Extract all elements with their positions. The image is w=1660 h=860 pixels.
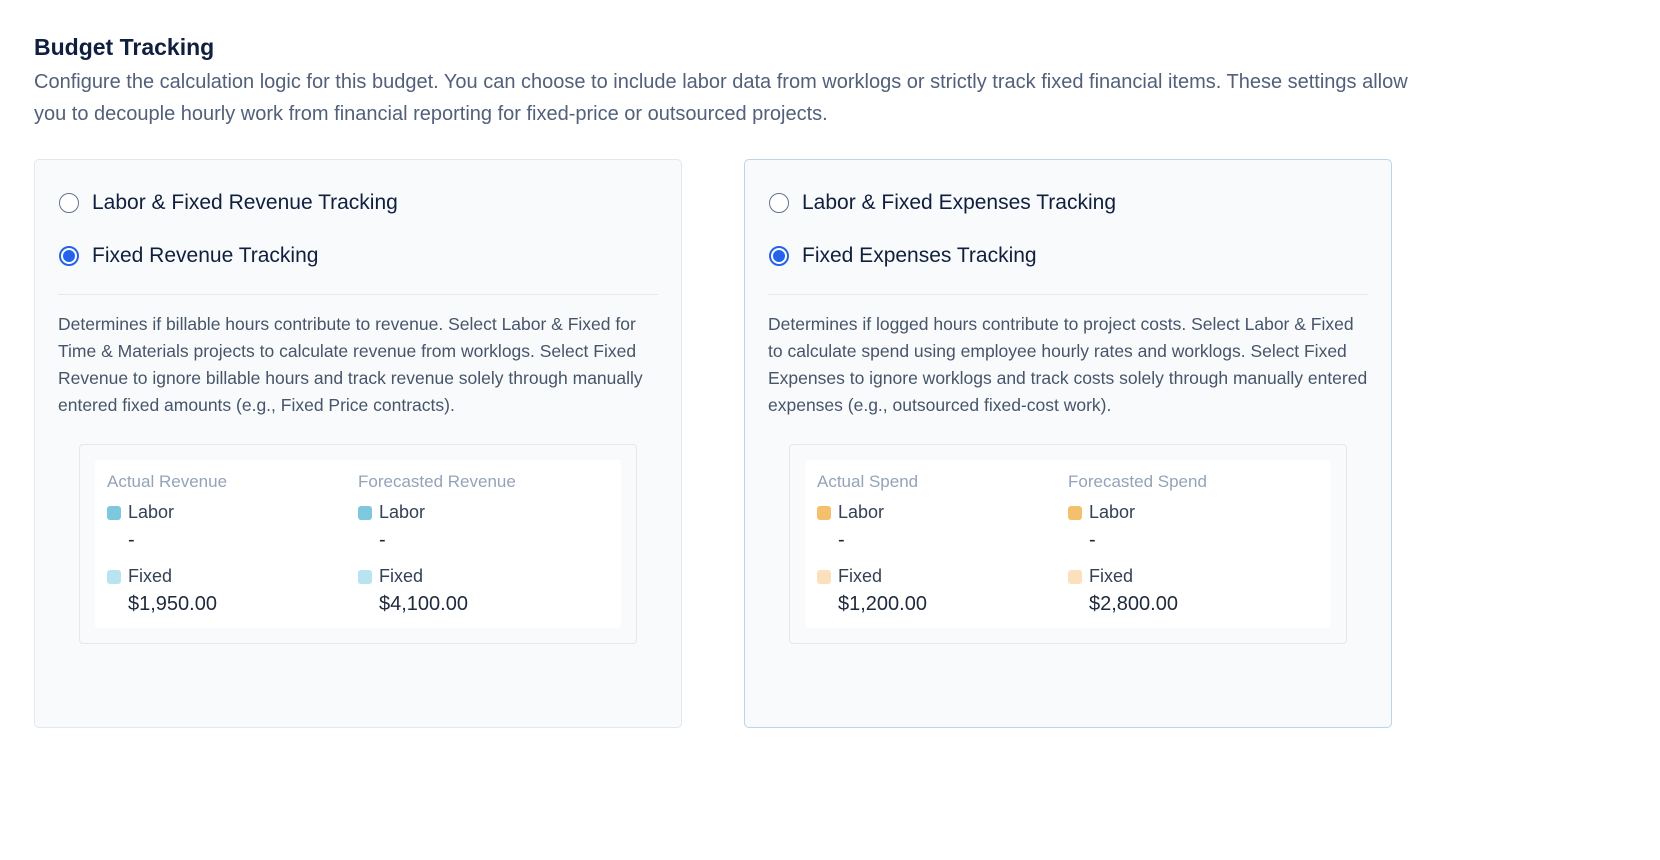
option-label: Labor & Fixed Revenue Tracking [92, 191, 398, 214]
option-label: Labor & Fixed Expenses Tracking [802, 191, 1116, 214]
color-swatch [358, 569, 372, 584]
legend-item: Labor [107, 502, 358, 523]
color-swatch [1068, 569, 1082, 584]
color-swatch [1068, 505, 1082, 520]
legend-item: Fixed [1068, 566, 1319, 587]
legend-item: Fixed [817, 566, 1068, 587]
item-value: - [379, 529, 386, 551]
item-label: Labor [379, 502, 426, 522]
item-label: Fixed [1089, 566, 1134, 586]
item-value: $4,100.00 [379, 593, 468, 615]
option-group: Labor & Fixed Revenue Tracking Fixed Reve… [35, 160, 681, 271]
radio-option[interactable]: Labor & Fixed Expenses Tracking [769, 188, 1391, 218]
preview-box: Actual Revenue Labor - Fixed $1,950.00 Foreca… [79, 444, 637, 644]
option-label: Fixed Expenses Tracking [802, 244, 1037, 267]
section-description: Configure the calculation logic for this… [34, 71, 1408, 125]
preview-column: Forecasted Revenue Labor - Fixed $4,100.00 [358, 472, 609, 616]
preview-card: Actual Spend Labor - Fixed $1,200.00 Forecast… [805, 460, 1331, 628]
section-title: Budget Tracking [34, 34, 215, 60]
item-value: $1,950.00 [128, 593, 217, 615]
column-heading: Forecasted Revenue [358, 472, 516, 491]
preview-box: Actual Spend Labor - Fixed $1,200.00 Forecast… [789, 444, 1347, 644]
item-label: Labor [838, 502, 885, 522]
radio-option[interactable]: Fixed Revenue Tracking [59, 241, 681, 271]
color-swatch [107, 569, 121, 584]
column-heading: Actual Spend [817, 472, 919, 491]
preview-column: Actual Spend Labor - Fixed $1,200.00 [817, 472, 1068, 616]
legend-item: Fixed [107, 566, 358, 587]
item-value: $1,200.00 [838, 593, 927, 615]
color-swatch [107, 505, 121, 520]
item-label: Labor [1089, 502, 1136, 522]
panel-description: Determines if billable hours contribute … [58, 314, 643, 415]
item-label: Fixed [128, 566, 173, 586]
item-label: Labor [128, 502, 175, 522]
legend-item: Fixed [358, 566, 609, 587]
preview-column: Actual Revenue Labor - Fixed $1,950.00 [107, 472, 358, 616]
radio-button[interactable] [59, 193, 79, 213]
color-swatch [358, 505, 372, 520]
item-value: - [1089, 529, 1096, 551]
item-label: Fixed [379, 566, 424, 586]
radio-button[interactable] [769, 193, 789, 213]
radio-button[interactable] [59, 246, 79, 266]
legend-item: Labor [1068, 502, 1319, 523]
option-label: Fixed Revenue Tracking [92, 244, 319, 267]
panel-description: Determines if logged hours contribute to… [768, 314, 1368, 415]
preview-card: Actual Revenue Labor - Fixed $1,950.00 Foreca… [95, 460, 621, 628]
color-swatch [817, 569, 831, 584]
item-value: $2,800.00 [1089, 593, 1178, 615]
color-swatch [817, 505, 831, 520]
divider [58, 294, 658, 295]
item-label: Fixed [838, 566, 883, 586]
column-heading: Forecasted Spend [1068, 472, 1207, 491]
radio-dot [63, 250, 75, 262]
radio-option[interactable]: Labor & Fixed Revenue Tracking [59, 188, 681, 218]
item-value: - [838, 529, 845, 551]
radio-button[interactable] [769, 246, 789, 266]
legend-item: Labor [358, 502, 609, 523]
legend-item: Labor [817, 502, 1068, 523]
column-heading: Actual Revenue [107, 472, 228, 491]
tracking-panel: Labor & Fixed Expenses Tracking Fixed Exp… [744, 159, 1392, 728]
preview-column: Forecasted Spend Labor - Fixed $2,800.00 [1068, 472, 1319, 616]
option-group: Labor & Fixed Expenses Tracking Fixed Exp… [745, 160, 1391, 271]
tracking-panel: Labor & Fixed Revenue Tracking Fixed Reve… [34, 159, 682, 728]
radio-option[interactable]: Fixed Expenses Tracking [769, 241, 1391, 271]
divider [768, 294, 1368, 295]
radio-dot [773, 250, 785, 262]
item-value: - [128, 529, 135, 551]
